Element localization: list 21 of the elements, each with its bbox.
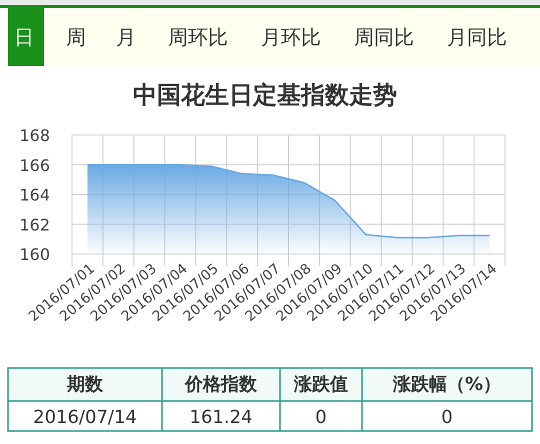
text: 月 [116, 25, 136, 49]
text: 周环比 [168, 25, 228, 49]
text: 期数 [66, 374, 104, 395]
y-tick-label: 160 [19, 245, 50, 264]
text: 涨跌幅（%） [392, 374, 502, 395]
y-tick-label: 168 [19, 126, 50, 145]
y-tick-label: 164 [19, 186, 50, 204]
text: 2016/07/14 [33, 407, 137, 428]
text: 周 [66, 25, 86, 49]
chart-title: 中国花生日定基指数走势 [133, 81, 397, 109]
y-tick-label: 166 [19, 156, 50, 175]
y-tick-label: 162 [19, 215, 50, 234]
text: 价格指数 [184, 374, 258, 395]
text: 月同比 [447, 25, 507, 49]
text: 周同比 [354, 25, 414, 49]
text: 月环比 [261, 25, 321, 49]
text: 日 [14, 25, 34, 49]
text: 0 [315, 407, 327, 428]
text: 0 [441, 407, 453, 428]
text: 涨跌值 [293, 374, 348, 395]
text: 161.24 [190, 407, 252, 428]
